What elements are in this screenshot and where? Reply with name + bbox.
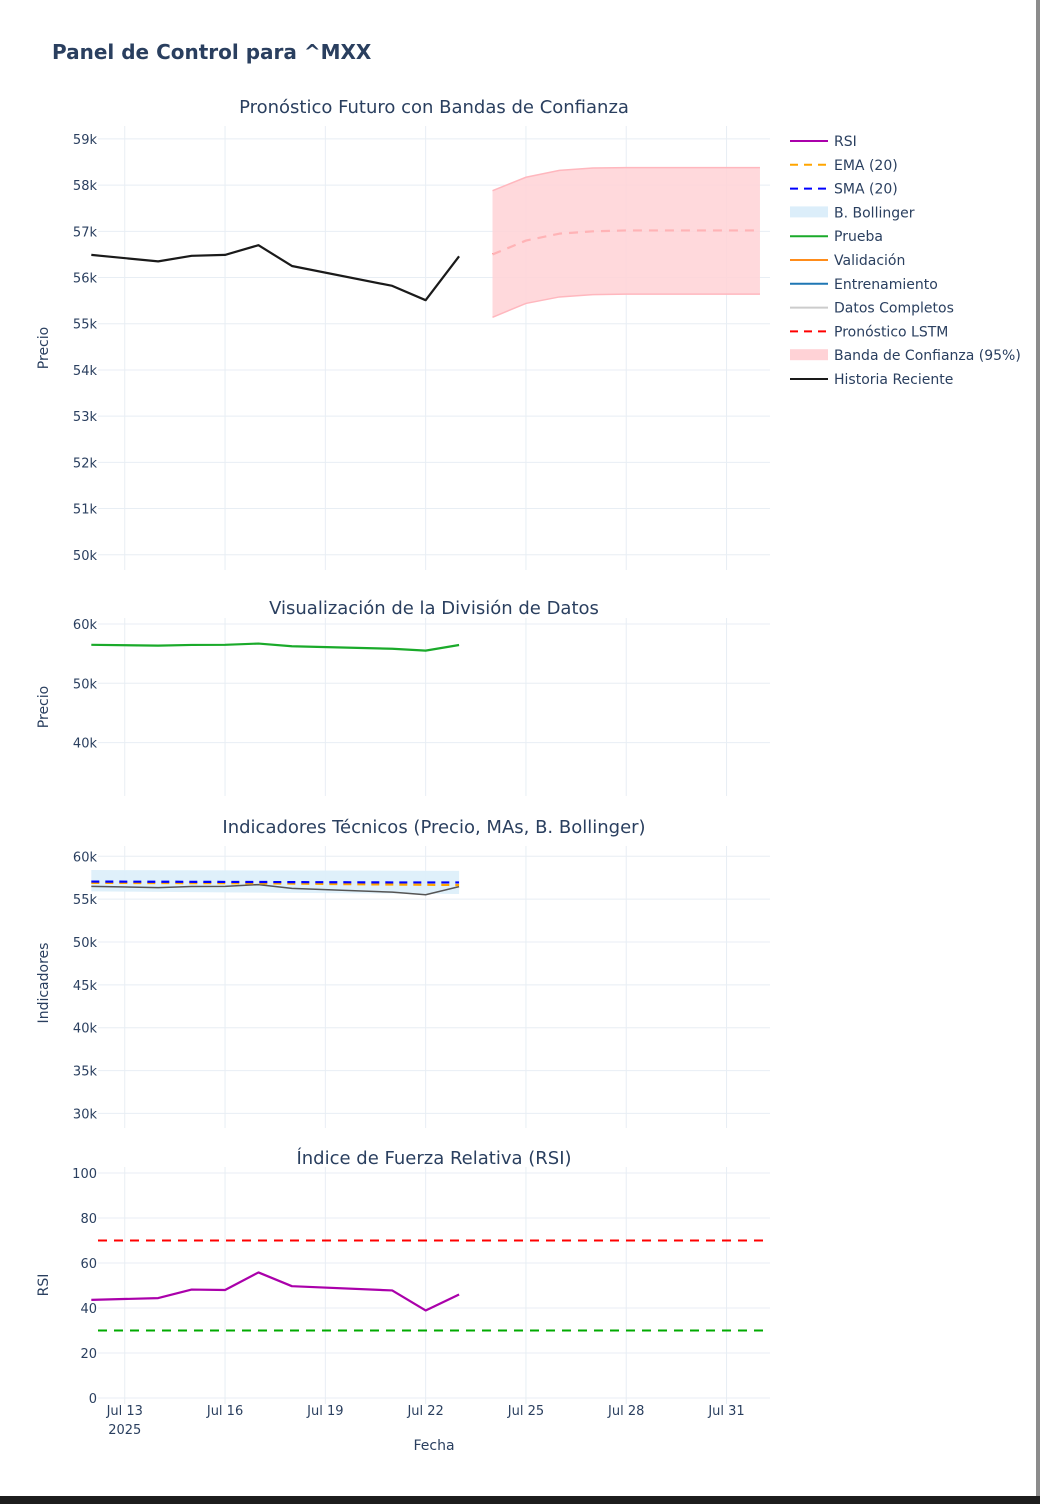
legend-swatch [790,206,828,218]
x-tick-label: Jul 25 [507,1404,544,1419]
y-tick-label: 51k [73,503,98,518]
subplot-title: Visualización de la División de Datos [269,598,599,619]
series-line [91,1271,460,1312]
y-axis-title: Precio [36,327,52,369]
subplot-title: Indicadores Técnicos (Precio, MAs, B. Bo… [222,817,645,838]
x-axis-title: Fecha [413,1438,454,1454]
band-upper-edge [492,166,760,192]
subplot-2: 40k 50k 60k Visualización de la División de… [36,598,770,796]
legend-label: Prueba [834,229,883,245]
y-tick-label: 40k [73,737,98,752]
legend-item: Historia Reciente [790,372,953,388]
x-tick-sublabel: 2025 [108,1423,141,1438]
y-tick-label: 52k [73,456,98,471]
subplot-title: Índice de Fuerza Relativa (RSI) [296,1147,571,1169]
page-title: Panel de Control para ^MXX [52,40,372,64]
legend-item: B. Bollinger [790,205,915,221]
legend-item: Banda de Confianza (95%) [790,348,1021,364]
legend: RSI EMA (20) SMA (20) B. Bollinger Prueba Val… [790,134,1021,388]
y-tick-label: 40k [73,1022,98,1037]
subplot-4: 0 20 40 60 80 100 Índice de Fuerza Relativa (R… [36,1147,770,1407]
y-tick-label: 60k [73,850,98,865]
band-lower-edge [492,293,760,318]
series-line [91,244,460,302]
y-tick-label: 55k [73,893,98,908]
y-tick-label: 45k [73,979,98,994]
y-axis-title: Precio [36,686,52,728]
legend-item: Datos Completos [790,301,954,317]
band-area [492,167,760,318]
subplot-3: 30k 35k 40k 45k 50k 55k 60k Indicadores Técnico… [36,817,770,1128]
y-tick-label: 50k [73,677,98,692]
legend-label: Entrenamiento [834,277,938,293]
legend-label: Validación [834,253,905,269]
x-tick-label: Jul 22 [406,1404,443,1419]
legend-item: Validación [790,253,905,269]
legend-label: EMA (20) [834,158,898,174]
y-axis-title: Indicadores [36,943,52,1024]
y-tick-label: 35k [73,1065,98,1080]
y-tick-label: 53k [73,410,98,425]
window-edge [1036,0,1040,1504]
y-axis-title: RSI [36,1274,52,1297]
y-tick-label: 56k [73,272,98,287]
y-tick-label: 80 [80,1212,97,1227]
y-tick-label: 57k [73,225,98,240]
y-tick-label: 55k [73,318,98,333]
legend-item: Entrenamiento [790,277,938,293]
legend-item: Pronóstico LSTM [790,324,948,340]
bottom-bar [0,1496,1040,1504]
subplot-title: Pronóstico Futuro con Bandas de Confianz… [239,97,629,118]
legend-swatch [790,349,828,361]
legend-label: Pronóstico LSTM [834,324,948,340]
y-tick-label: 60k [73,618,98,633]
x-tick-label: Jul 19 [306,1404,343,1419]
x-tick-label: Jul 13 [106,1404,143,1419]
y-tick-label: 60 [80,1257,97,1272]
x-tick-label: Jul 28 [607,1404,644,1419]
x-tick-label: Jul 31 [707,1404,744,1419]
legend-item: RSI [790,134,857,150]
y-tick-label: 50k [73,549,98,564]
y-tick-label: 59k [73,133,98,148]
y-tick-label: 100 [72,1167,97,1182]
y-tick-label: 58k [73,179,98,194]
legend-item: Prueba [790,229,883,245]
subplot-1: 50k 51k 52k 53k 54k 55k 56k 57k 58k 59k Pronóstico… [36,97,770,570]
y-tick-label: 20 [80,1347,97,1362]
y-tick-label: 50k [73,936,98,951]
legend-label: Datos Completos [834,301,954,317]
legend-label: SMA (20) [834,182,898,198]
legend-label: RSI [834,134,857,150]
series-line [91,642,460,652]
y-tick-label: 40 [80,1302,97,1317]
y-tick-label: 30k [73,1107,98,1122]
x-tick-label: Jul 16 [206,1404,243,1419]
legend-label: Banda de Confianza (95%) [834,348,1021,364]
legend-item: EMA (20) [790,158,898,174]
y-tick-label: 54k [73,364,98,379]
legend-label: B. Bollinger [834,205,915,221]
legend-item: SMA (20) [790,182,898,198]
y-tick-label: 0 [89,1392,97,1407]
legend-label: Historia Reciente [834,372,953,388]
